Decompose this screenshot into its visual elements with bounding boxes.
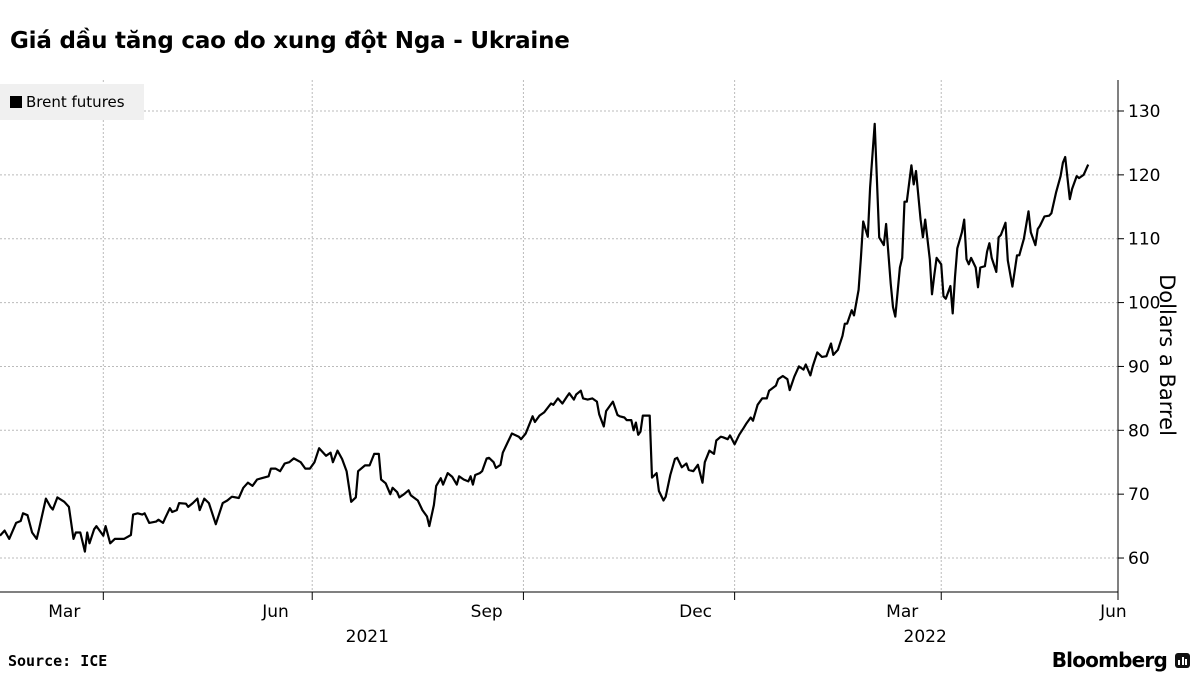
tick-labels: 60 70 80 90 100 110 120 130 Mar Jun Sep Dec Mar Jun 20… xyxy=(48,102,1160,647)
year-label: 2022 xyxy=(904,627,947,647)
y-tick-label: 80 xyxy=(1128,421,1150,441)
chart-title: Giá dầu tăng cao do xung đột Nga - Ukrai… xyxy=(10,28,570,54)
brent-futures-line xyxy=(0,122,1090,553)
legend: Brent futures xyxy=(0,84,144,120)
year-label: 2021 xyxy=(346,627,389,647)
legend-swatch xyxy=(10,96,22,108)
x-tick-label: Sep xyxy=(471,602,503,622)
y-tick-label: 120 xyxy=(1128,166,1160,186)
y-tick-label: 110 xyxy=(1128,230,1160,250)
source-note: Source: ICE xyxy=(8,652,108,670)
x-tick-label: Mar xyxy=(886,602,918,622)
y-tick-label: 100 xyxy=(1128,294,1160,314)
y-tick-label: 90 xyxy=(1128,357,1150,377)
y-tick-label: 60 xyxy=(1128,549,1150,569)
x-tick-label: Dec xyxy=(679,602,712,622)
y-tick-label: 70 xyxy=(1128,485,1150,505)
x-tick-label: Jun xyxy=(1099,602,1127,622)
y-tick-label: 130 xyxy=(1128,102,1160,122)
y-axis-label: Dollars a Barrel xyxy=(1155,274,1179,436)
legend-label: Brent futures xyxy=(26,93,125,111)
x-tick-label: Jun xyxy=(261,602,289,622)
gridlines xyxy=(0,80,1118,592)
x-tick-label: Mar xyxy=(48,602,80,622)
bloomberg-terminal-icon xyxy=(1175,652,1190,668)
brand-name: Bloomberg xyxy=(1051,648,1168,672)
bloomberg-logo: Bloomberg xyxy=(1052,648,1190,672)
axes xyxy=(0,80,1124,600)
